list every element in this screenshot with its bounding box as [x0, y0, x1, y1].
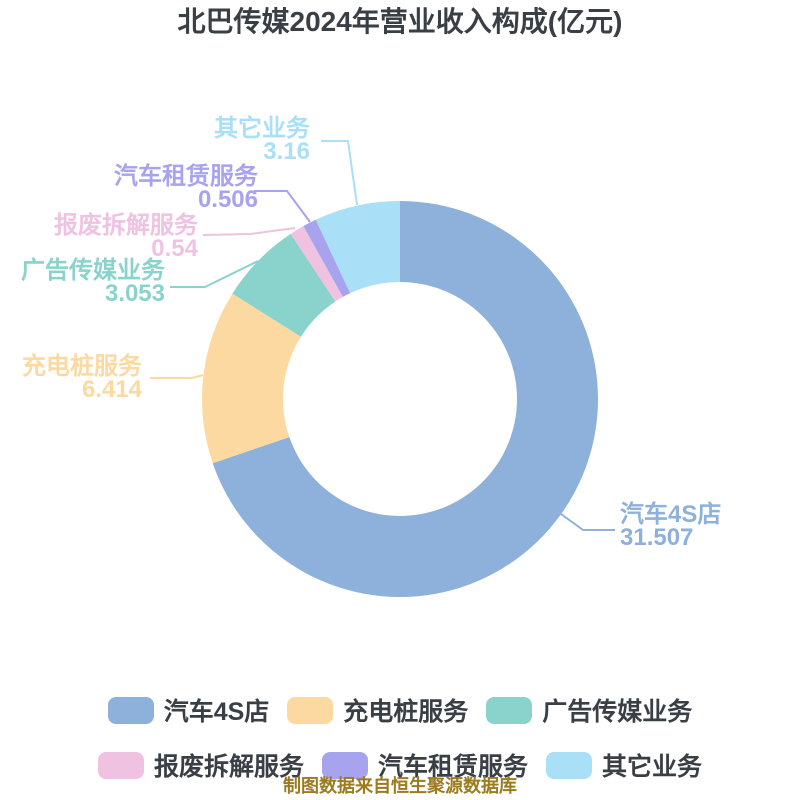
slice-label-name: 汽车4S店 [620, 501, 722, 528]
leader-line-1 [150, 374, 204, 379]
donut-slice-1[interactable] [202, 293, 301, 464]
legend-swatch-icon [97, 751, 144, 779]
legend-swatch-icon [321, 751, 368, 779]
donut-slice-3[interactable] [290, 226, 343, 302]
slice-label-value: 3.16 [263, 138, 310, 165]
label-leader-lines [150, 140, 615, 531]
donut-slice-4[interactable] [303, 219, 351, 297]
slice-label-value: 31.507 [620, 524, 694, 551]
legend-swatch-icon [287, 696, 334, 724]
legend-item-2[interactable]: 广告传媒业务 [486, 692, 692, 728]
legend-swatch-icon [546, 751, 592, 779]
legend-item-label: 其它业务 [602, 753, 703, 781]
legend: 汽车4S店 充电桩服务 广告传媒业务 报废拆解服务 汽车租赁服务 其它 [0, 692, 800, 783]
legend-item-3[interactable]: 报废拆解服务 [97, 747, 304, 783]
slice-label-name: 汽车租赁服务 [114, 163, 258, 190]
slice-label-3: 报废拆解服务 0.54 [0, 212, 198, 262]
legend-swatch-icon [486, 696, 533, 724]
legend-item-4[interactable]: 汽车租赁服务 [321, 747, 528, 783]
leader-line-5 [321, 140, 358, 206]
data-source-note: 制图数据来自恒生聚源数据库 [283, 776, 517, 796]
legend-item-label: 广告传媒业务 [542, 698, 693, 726]
slice-label-name: 报废拆解服务 [54, 212, 198, 239]
slice-label-name: 充电桩服务 [22, 353, 142, 380]
legend-item-0[interactable]: 汽车4S店 [107, 692, 270, 728]
slice-label-value: 3.053 [104, 280, 165, 307]
legend-item-label: 充电桩服务 [343, 698, 469, 726]
legend-row-2: 报废拆解服务 汽车租赁服务 其它业务 [97, 747, 702, 783]
slice-label-2: 广告传媒业务 3.053 [0, 257, 165, 307]
slice-label-value: 0.506 [197, 186, 258, 213]
slice-label-name: 广告传媒业务 [21, 257, 165, 284]
donut-slices [202, 200, 599, 597]
slice-label-value: 6.414 [81, 376, 142, 403]
slice-label-value: 0.54 [151, 235, 198, 262]
legend-swatch-icon [107, 696, 154, 724]
slice-label-name: 其它业务 [214, 115, 310, 142]
leader-line-4 [254, 190, 311, 223]
donut-slice-5[interactable] [315, 201, 400, 294]
leader-line-0 [560, 513, 615, 531]
legend-item-label: 汽车租赁服务 [377, 753, 528, 781]
slice-label-1: 充电桩服务 6.414 [0, 353, 142, 403]
legend-item-5[interactable]: 其它业务 [546, 747, 702, 783]
leader-line-2 [170, 260, 259, 288]
legend-row-1: 汽车4S店 充电桩服务 广告传媒业务 [107, 692, 692, 728]
slice-label-4: 汽车租赁服务 0.506 [38, 163, 258, 213]
donut-slice-2[interactable] [232, 233, 336, 337]
slice-label-0: 汽车4S店 31.507 [620, 501, 800, 551]
slice-label-5: 其它业务 3.16 [90, 115, 310, 165]
leader-line-3 [202, 227, 296, 236]
legend-item-label: 汽车4S店 [163, 698, 270, 726]
legend-item-1[interactable]: 充电桩服务 [287, 692, 468, 728]
chart-title: 北巴传媒2024年营业收入构成(亿元) [177, 6, 623, 37]
legend-item-label: 报废拆解服务 [153, 753, 304, 781]
donut-slice-0[interactable] [212, 200, 599, 597]
